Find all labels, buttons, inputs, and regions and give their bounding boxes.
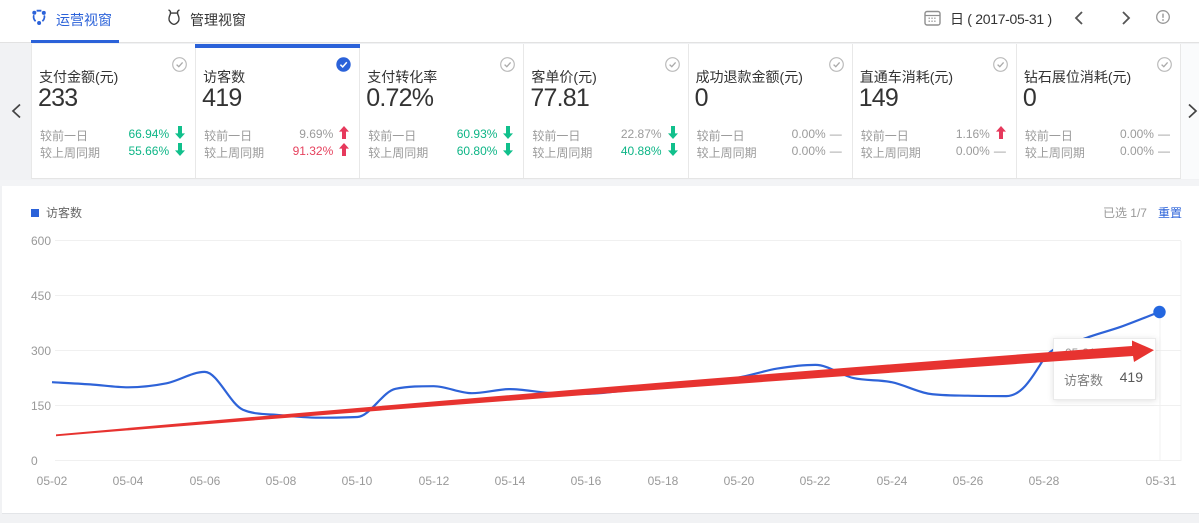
svg-text:05-24: 05-24 [877,474,908,488]
svg-text:05-04: 05-04 [113,474,144,488]
svg-text:05-10: 05-10 [342,474,373,488]
svg-text:0: 0 [31,454,38,468]
svg-text:05-06: 05-06 [190,474,221,488]
svg-text:450: 450 [31,289,51,303]
svg-text:05-02: 05-02 [37,474,68,488]
svg-text:600: 600 [31,234,51,248]
svg-text:05-28: 05-28 [1029,474,1060,488]
svg-text:05-14: 05-14 [495,474,526,488]
svg-text:150: 150 [31,399,51,413]
svg-text:05-08: 05-08 [266,474,297,488]
svg-text:05-31: 05-31 [1146,474,1177,488]
svg-text:05-16: 05-16 [571,474,602,488]
svg-text:05-20: 05-20 [724,474,755,488]
svg-text:05-26: 05-26 [953,474,984,488]
svg-text:05-18: 05-18 [648,474,679,488]
svg-text:300: 300 [31,344,51,358]
svg-text:05-12: 05-12 [419,474,450,488]
svg-text:05-22: 05-22 [800,474,831,488]
